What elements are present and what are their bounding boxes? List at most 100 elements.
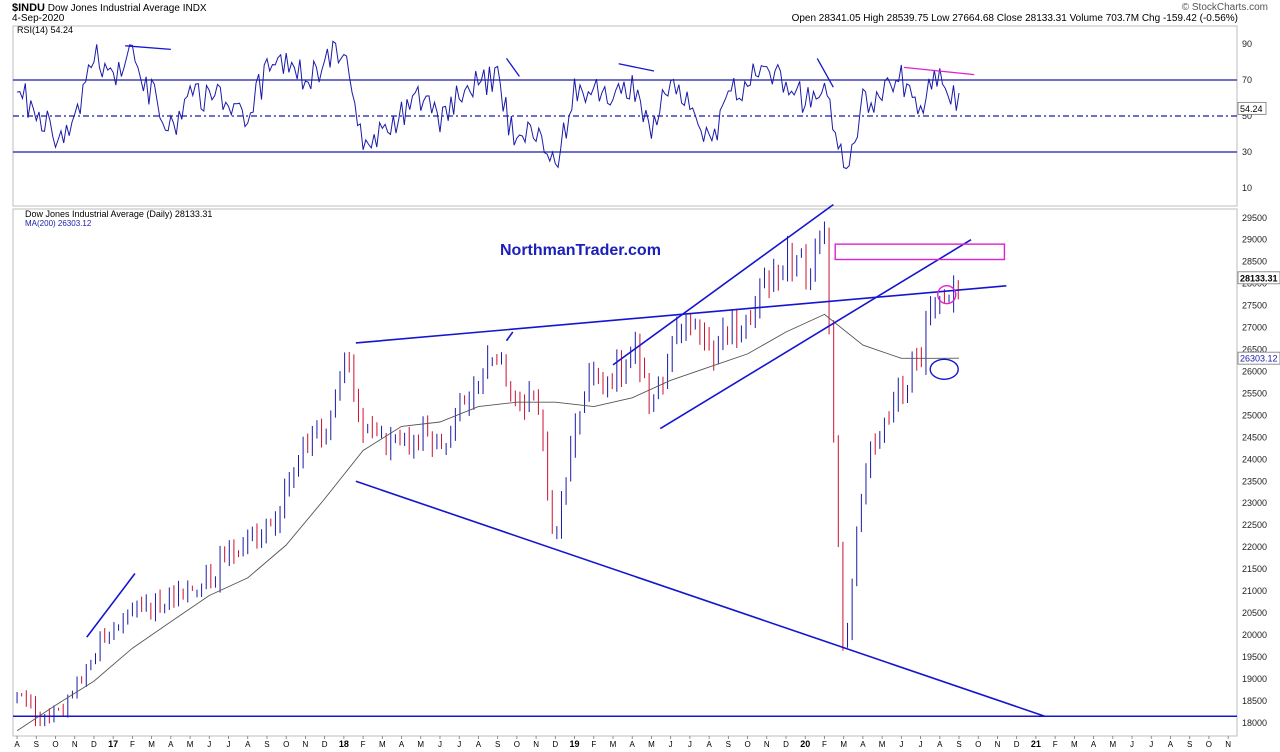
x-tick-label: O bbox=[52, 740, 58, 749]
x-tick-label: O bbox=[283, 740, 289, 749]
x-tick-label: F bbox=[130, 740, 135, 749]
price-y-tick: 20000 bbox=[1242, 630, 1267, 640]
price-y-tick: 27000 bbox=[1242, 323, 1267, 333]
instrument-name: Dow Jones Industrial Average bbox=[47, 3, 180, 14]
x-tick-label: J bbox=[227, 740, 231, 749]
price-last-box bbox=[1237, 271, 1280, 285]
x-tick-label: S bbox=[726, 740, 731, 749]
brand-watermark: © StockCharts.com bbox=[1181, 2, 1268, 13]
rsi-divergence-line bbox=[903, 66, 975, 76]
channel-lower bbox=[659, 239, 972, 430]
x-tick-label: A bbox=[1091, 740, 1097, 749]
rsi-last-box bbox=[1237, 101, 1267, 115]
x-tick-label: N bbox=[764, 740, 770, 749]
price-y-tick: 24000 bbox=[1242, 454, 1267, 464]
x-tick-label: J bbox=[899, 740, 903, 749]
price-y-tick: 26500 bbox=[1242, 345, 1267, 355]
price-y-tick: 22000 bbox=[1242, 542, 1267, 552]
price-y-tick: 18500 bbox=[1242, 696, 1267, 706]
rsi-line bbox=[17, 40, 960, 170]
x-tick-label: 17 bbox=[108, 739, 118, 749]
exchange: INDX bbox=[182, 3, 207, 14]
rsi-y-tick: 70 bbox=[1242, 75, 1252, 85]
x-axis: A S O N D 17 F M A M J J A S O N D 18 F M A M J J A S O N D 19 F M A M J J A… bbox=[14, 736, 1231, 749]
x-tick-label: D bbox=[322, 740, 328, 749]
price-y-tick: 19500 bbox=[1242, 652, 1267, 662]
x-tick-label: N bbox=[533, 740, 539, 749]
price-y-tick: 20500 bbox=[1242, 608, 1267, 618]
x-tick-label: J bbox=[438, 740, 442, 749]
price-y-tick: 19000 bbox=[1242, 674, 1267, 684]
x-tick-label: F bbox=[1053, 740, 1058, 749]
price-y-tick: 22500 bbox=[1242, 520, 1267, 530]
price-y-tick: 28500 bbox=[1242, 257, 1267, 267]
price-y-tick: 21500 bbox=[1242, 564, 1267, 574]
x-tick-label: 20 bbox=[800, 739, 810, 749]
x-tick-label: M bbox=[148, 740, 155, 749]
x-tick-label: O bbox=[975, 740, 981, 749]
x-tick-label: A bbox=[630, 740, 636, 749]
x-tick-label: A bbox=[168, 740, 174, 749]
x-tick-label: D bbox=[1014, 740, 1020, 749]
rsi-divergence-line bbox=[125, 45, 171, 51]
x-tick-label: D bbox=[552, 740, 558, 749]
resistance-box bbox=[834, 243, 1006, 261]
price-y-tick: 21000 bbox=[1242, 586, 1267, 596]
price-y-tick: 25000 bbox=[1242, 410, 1267, 420]
x-tick-label: N bbox=[995, 740, 1001, 749]
price-y-tick: 29000 bbox=[1242, 235, 1267, 245]
price-y-tick: 23500 bbox=[1242, 476, 1267, 486]
x-tick-label: M bbox=[417, 740, 424, 749]
price-y-tick: 18000 bbox=[1242, 718, 1267, 728]
ma-test-ellipse bbox=[929, 358, 959, 380]
price-panel: 2950029000285002800027500270002650026000… bbox=[12, 203, 1280, 737]
x-tick-label: S bbox=[495, 740, 500, 749]
x-tick-label: S bbox=[1187, 740, 1192, 749]
rsi-y-tick: 50 bbox=[1242, 111, 1252, 121]
x-tick-label: J bbox=[457, 740, 461, 749]
x-tick-label: N bbox=[1225, 740, 1231, 749]
rsi-divergence-line bbox=[618, 63, 655, 72]
x-tick-label: M bbox=[840, 740, 847, 749]
ma-last-label: 26303.12 bbox=[1240, 354, 1278, 364]
x-tick-label: A bbox=[860, 740, 866, 749]
x-tick-label: F bbox=[361, 740, 366, 749]
breakout-circle bbox=[937, 284, 957, 305]
x-tick-label: F bbox=[591, 740, 596, 749]
chart-date: 4-Sep-2020 bbox=[12, 13, 65, 24]
price-y-tick: 24500 bbox=[1242, 432, 1267, 442]
x-tick-label: D bbox=[783, 740, 789, 749]
x-tick-label: N bbox=[72, 740, 78, 749]
chart-title-line: $INDU Dow Jones Industrial Average INDX bbox=[12, 2, 207, 14]
watermark-annotation: NorthmanTrader.com bbox=[500, 242, 661, 259]
x-tick-label: N bbox=[303, 740, 309, 749]
x-tick-label: J bbox=[207, 740, 211, 749]
x-tick-label: J bbox=[1149, 740, 1153, 749]
top-mark bbox=[505, 331, 514, 342]
x-tick-label: S bbox=[956, 740, 961, 749]
rsi-y-tick: 10 bbox=[1242, 183, 1252, 193]
x-tick-label: J bbox=[688, 740, 692, 749]
x-tick-label: M bbox=[1109, 740, 1116, 749]
price-y-tick: 29500 bbox=[1242, 213, 1267, 223]
x-tick-label: M bbox=[379, 740, 386, 749]
price-title: Dow Jones Industrial Average (Daily) 281… bbox=[25, 209, 212, 219]
rally-trendline bbox=[86, 573, 136, 638]
x-tick-label: M bbox=[187, 740, 194, 749]
price-y-tick: 27500 bbox=[1242, 301, 1267, 311]
x-tick-label: O bbox=[1206, 740, 1212, 749]
x-tick-label: A bbox=[399, 740, 405, 749]
rsi-title: RSI(14) 54.24 bbox=[17, 25, 73, 35]
price-frame bbox=[12, 208, 1238, 737]
rsi-divergence-line bbox=[505, 58, 520, 77]
price-y-tick: 26000 bbox=[1242, 366, 1267, 376]
x-tick-label: J bbox=[919, 740, 923, 749]
x-tick-label: A bbox=[937, 740, 943, 749]
x-tick-label: A bbox=[245, 740, 251, 749]
ma-legend: MA(200) 26303.12 bbox=[25, 219, 92, 228]
ma200-line bbox=[16, 313, 960, 732]
quote-summary: Open 28341.05 High 28539.75 Low 27664.68… bbox=[791, 13, 1238, 24]
x-tick-label: 18 bbox=[339, 739, 349, 749]
x-tick-label: A bbox=[14, 740, 20, 749]
